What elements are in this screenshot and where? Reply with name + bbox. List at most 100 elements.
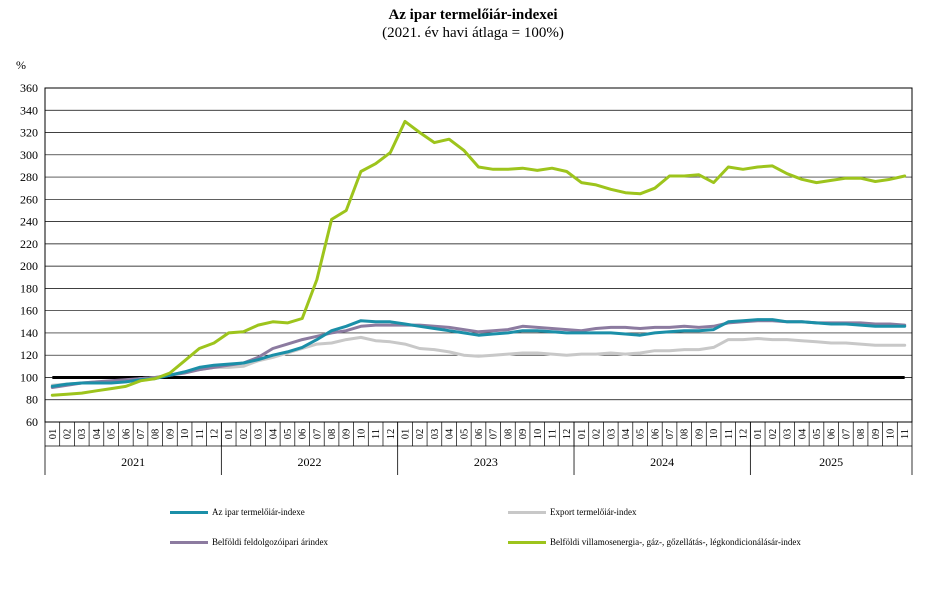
x-tick-label: 11 [195,429,206,439]
legend-label-feldolgozoipari: Belföldi feldolgozóipari árindex [212,537,328,547]
series-line-belf-ldi-villamosenergia-g-z-g-zell-t-s-l-gkondicion-l-s-r-index [50,119,907,397]
x-tick-label: 12 [209,429,220,440]
legend-label-ipar: Az ipar termelőiár-indexe [212,507,305,517]
x-tick-label: 07 [665,429,676,440]
year-label: 2021 [121,455,145,469]
x-tick-label: 08 [503,429,514,440]
x-tick-label: 10 [533,429,544,440]
x-tick-label: 09 [342,429,353,440]
legend-item-export: Export termelőiár-index [508,505,637,519]
chart-subtitle: (2021. év havi átlaga = 100%) [382,25,564,41]
x-tick-label: 08 [680,429,691,440]
x-tick-label: 03 [77,429,88,440]
x-tick-label: 01 [224,429,235,440]
year-label: 2022 [298,455,322,469]
y-tick-label: 300 [20,148,38,162]
x-tick-label: 12 [739,429,750,440]
x-tick-label: 08 [151,429,162,440]
x-tick-label: 03 [606,429,617,440]
x-tick-label: 05 [107,429,118,440]
legend-label-villamosenergia: Belföldi villamosenergia-, gáz-, gőzellá… [550,537,801,547]
y-tick-label: 360 [20,81,38,95]
year-label: 2025 [819,455,843,469]
y-tick-label: 60 [26,415,38,429]
year-label: 2024 [650,455,674,469]
x-tick-label: 06 [827,429,838,440]
x-tick-label: 02 [592,429,603,440]
legend-swatch-villamosenergia [508,540,546,544]
x-tick-label: 09 [518,429,529,440]
x-tick-label: 09 [165,429,176,440]
y-tick-label: 280 [20,170,38,184]
y-tick-label: 100 [20,370,38,384]
legend-label-export: Export termelőiár-index [550,507,637,517]
series-lines [50,119,907,397]
y-tick-label: 240 [20,215,38,229]
y-tick-label: 260 [20,192,38,206]
x-tick-label: 07 [312,429,323,440]
x-tick-label: 08 [856,429,867,440]
x-tick-label: 12 [562,429,573,440]
x-tick-label: 06 [474,429,485,440]
legend-swatch-export [508,510,546,514]
legend-item-ipar: Az ipar termelőiár-indexe [170,505,305,519]
x-tick-label: 06 [298,429,309,440]
x-tick-label: 05 [283,429,294,440]
x-tick-label: 05 [459,429,470,440]
x-tick-label: 01 [48,429,59,440]
y-tick-labels: 60 80 100 120 140 160 180 200 220 240 260 280 300 320… [20,81,38,429]
legend-item-villamosenergia: Belföldi villamosenergia-, gáz-, gőzellá… [508,535,801,549]
x-tick-label: 09 [694,429,705,440]
x-tick-label: 04 [797,428,808,439]
x-tick-label: 02 [768,429,779,440]
x-tick-label: 05 [812,429,823,440]
x-tick-label: 07 [136,429,147,440]
y-tick-label: 140 [20,326,38,340]
legend-item-feldolgozoipari: Belföldi feldolgozóipari árindex [170,535,328,549]
x-tick-label: 10 [180,429,191,440]
chart-title: Az ipar termelőiár-indexei [388,7,558,23]
x-tick-label: 11 [371,429,382,439]
x-tick-label: 02 [415,429,426,440]
x-tick-label: 02 [239,429,250,440]
y-tick-label: 160 [20,304,38,318]
x-tick-label: 04 [445,428,456,439]
y-axis-unit: % [16,58,26,72]
x-tick-label: 08 [327,429,338,440]
series-line-az-ipar-termel-i-r-indexe [50,318,907,388]
x-tick-label: 04 [621,428,632,439]
x-tick-label: 03 [254,429,265,440]
y-tick-label: 80 [26,393,38,407]
legend-swatch-ipar [170,510,208,514]
x-axis: 01 02 03 04 05 06 07 08 09 10 11 12 01 02 03 04 05 06 07 08… [44,422,913,475]
x-tick-label: 07 [489,429,500,440]
y-tick-label: 200 [20,259,38,273]
y-tick-label: 320 [20,126,38,140]
x-tick-label: 01 [753,429,764,440]
y-tick-label: 120 [20,348,38,362]
x-tick-label: 10 [709,429,720,440]
x-tick-label: 01 [401,429,412,440]
x-tick-label: 11 [724,429,735,439]
x-tick-label: 04 [268,428,279,439]
legend-swatch-feldolgozoipari [170,540,208,544]
x-tick-label: 10 [356,429,367,440]
x-tick-label: 05 [636,429,647,440]
x-tick-label: 06 [650,429,661,440]
x-tick-label: 07 [841,429,852,440]
x-tick-label: 09 [871,429,882,440]
year-label: 2023 [474,455,498,469]
x-tick-label: 12 [386,429,397,440]
x-tick-label: 03 [783,429,794,440]
x-tick-label: 01 [577,429,588,440]
x-tick-label: 11 [900,429,911,439]
x-tick-label: 04 [92,428,103,439]
x-tick-label: 06 [121,429,132,440]
y-tick-label: 180 [20,281,38,295]
y-tick-label: 340 [20,103,38,117]
plot-area-frame [44,87,913,423]
x-tick-label: 02 [63,429,74,440]
y-tick-label: 220 [20,237,38,251]
x-tick-label: 03 [430,429,441,440]
